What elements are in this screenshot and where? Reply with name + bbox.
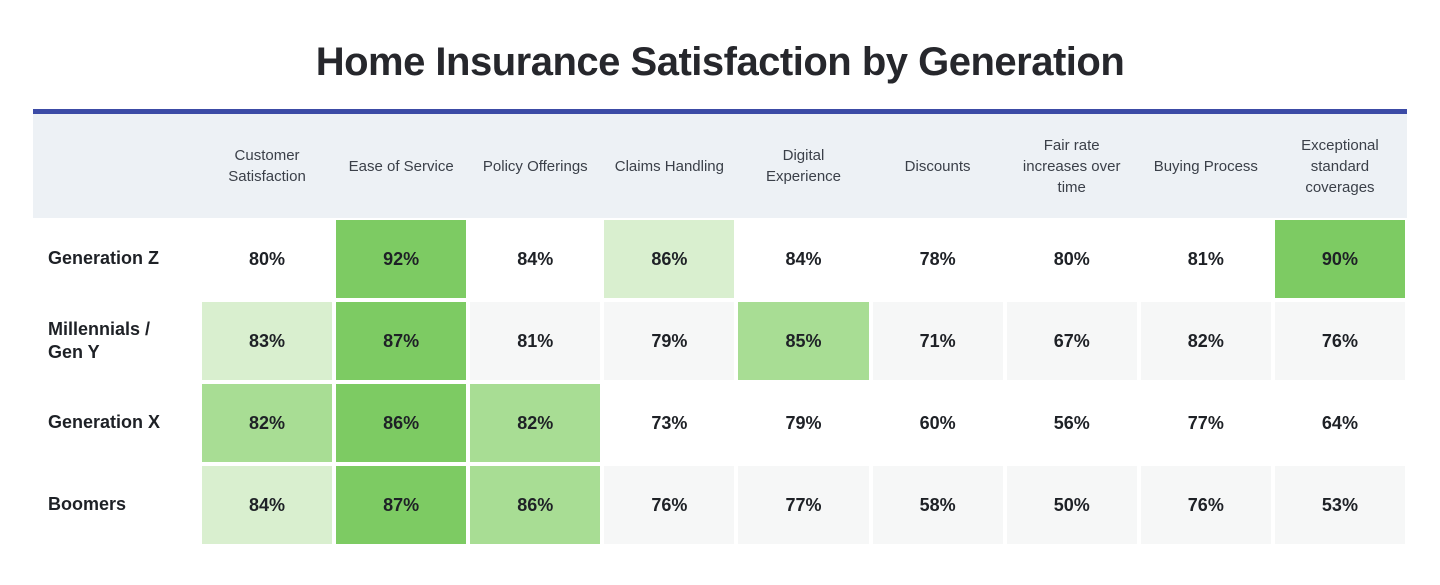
heatmap-cell: 64%: [1274, 384, 1405, 462]
heatmap-cell: 92%: [336, 220, 467, 298]
column-header: Digital Experience: [765, 147, 841, 185]
column-header: Buying Process: [1153, 157, 1258, 175]
heatmap-cell: 80%: [1006, 220, 1137, 298]
heatmap-cell: 84%: [738, 220, 869, 298]
heatmap-cell: 56%: [1006, 384, 1137, 462]
heatmap-cell: 87%: [336, 302, 467, 380]
heatmap-cell: 86%: [604, 220, 735, 298]
heatmap-cell: 81%: [470, 302, 601, 380]
heatmap-cell: 50%: [1006, 466, 1137, 544]
heatmap-cell: 80%: [202, 220, 333, 298]
heatmap-cell: 87%: [336, 466, 467, 544]
heatmap-cell: 76%: [1140, 466, 1271, 544]
heatmap-cell: 82%: [202, 384, 333, 462]
table-body: Generation Z 80% 92% 84% 86% 84% 78% 80% 81% 90% M…: [33, 218, 1407, 546]
heatmap-cell: 78%: [872, 220, 1003, 298]
page: Home Insurance Satisfaction by Generatio…: [0, 40, 1440, 585]
heatmap-cell: 83%: [202, 302, 333, 380]
heatmap-cell: 58%: [872, 466, 1003, 544]
heatmap-cell: 81%: [1140, 220, 1271, 298]
row-label: Millennials / Gen Y: [33, 300, 200, 382]
heatmap-cell: 53%: [1274, 466, 1405, 544]
table-row: Millennials / Gen Y 83% 87% 81% 79% 85% 71% 67%…: [33, 300, 1407, 382]
column-header: Customer Satisfaction: [228, 147, 306, 185]
heatmap-cell: 79%: [738, 384, 869, 462]
column-header: Fair rate increases over time: [1022, 136, 1121, 196]
heatmap-cell: 73%: [604, 384, 735, 462]
column-header: Discounts: [904, 157, 971, 175]
heatmap-cell: 71%: [872, 302, 1003, 380]
heatmap-cell: 82%: [1140, 302, 1271, 380]
heatmap-cell: 77%: [738, 466, 869, 544]
heatmap-cell: 60%: [872, 384, 1003, 462]
heatmap-cell: 86%: [336, 384, 467, 462]
heatmap-cell: 90%: [1274, 220, 1405, 298]
corner-cell: [33, 114, 200, 218]
heatmap-cell: 76%: [604, 466, 735, 544]
satisfaction-heatmap-table: Customer Satisfaction Ease of Service Poli…: [33, 109, 1407, 546]
heatmap-cell: 84%: [470, 220, 601, 298]
column-header: Claims Handling: [614, 157, 724, 175]
header-row: Customer Satisfaction Ease of Service Poli…: [33, 114, 1407, 218]
row-label: Generation Z: [33, 218, 200, 300]
row-label: Generation X: [33, 382, 200, 464]
heatmap-cell: 79%: [604, 302, 735, 380]
column-header: Exceptional standard coverages: [1301, 136, 1379, 196]
heatmap-cell: 77%: [1140, 384, 1271, 462]
heatmap-cell: 86%: [470, 466, 601, 544]
page-title: Home Insurance Satisfaction by Generatio…: [315, 40, 1125, 84]
column-header: Ease of Service: [348, 157, 454, 175]
row-label: Boomers: [33, 464, 200, 546]
table-row: Generation Z 80% 92% 84% 86% 84% 78% 80% 81% 90%: [33, 218, 1407, 300]
heatmap-cell: 84%: [202, 466, 333, 544]
table-row: Generation X 82% 86% 82% 73% 79% 60% 56% 77% 64%: [33, 382, 1407, 464]
heatmap-cell: 76%: [1274, 302, 1405, 380]
heatmap-cell: 67%: [1006, 302, 1137, 380]
heatmap-cell: 82%: [470, 384, 601, 462]
column-header: Policy Offerings: [482, 157, 588, 175]
table-row: Boomers 84% 87% 86% 76% 77% 58% 50% 76% 53%: [33, 464, 1407, 546]
heatmap-cell: 85%: [738, 302, 869, 380]
